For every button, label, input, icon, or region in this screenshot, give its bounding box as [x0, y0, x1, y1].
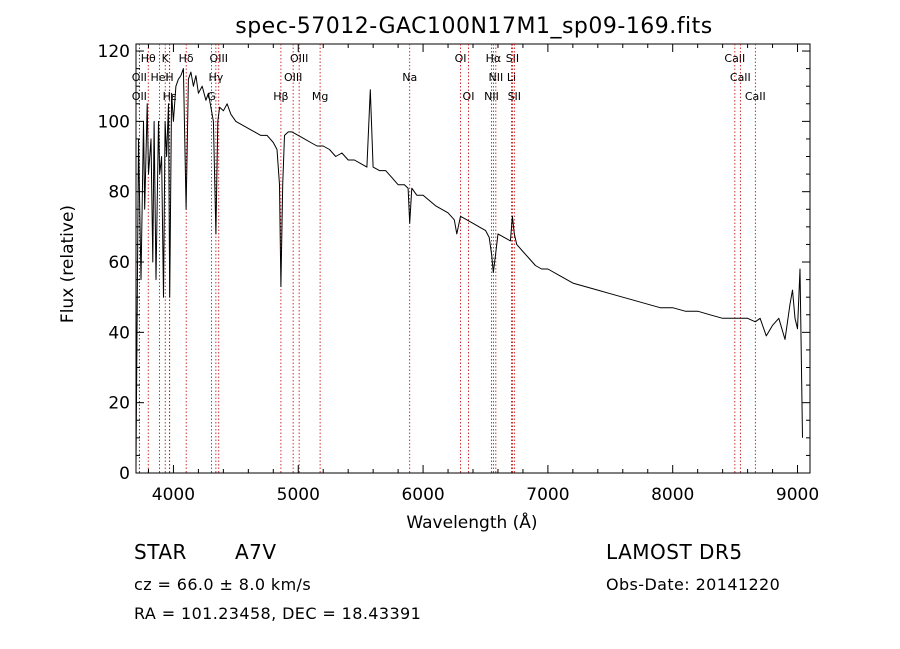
line-label: Hβ	[273, 90, 288, 103]
line-label: NII	[488, 71, 503, 84]
observation-date: Obs-Date: 20141220	[606, 575, 781, 594]
y-tick-label: 80	[108, 183, 130, 203]
line-label: Hθ	[141, 52, 156, 65]
x-tick-label: 4000	[152, 485, 195, 505]
y-tick-label: 0	[119, 464, 130, 484]
line-label: Mg	[312, 90, 328, 103]
line-label: HeI	[150, 71, 168, 84]
y-tick-label: 40	[108, 323, 130, 343]
y-tick-label: 120	[98, 42, 130, 62]
survey-name: LAMOST DR5	[606, 540, 743, 564]
line-label: CaII	[724, 52, 745, 65]
x-tick-label: 8000	[651, 485, 694, 505]
line-label: Li	[507, 71, 516, 84]
x-axis-label: Wavelength (Å)	[406, 511, 537, 533]
line-label: CaII	[730, 71, 751, 84]
line-label: OIII	[290, 52, 308, 65]
line-label: H	[165, 71, 173, 84]
spectrum-line	[135, 68, 803, 467]
y-tick-label: 100	[98, 112, 130, 132]
line-label: SII	[508, 90, 521, 103]
x-tick-label: 7000	[526, 485, 569, 505]
line-label: Hε	[163, 90, 177, 103]
line-label: SII	[506, 52, 519, 65]
line-label: OII	[132, 71, 147, 84]
y-tick-label: 60	[108, 253, 130, 273]
line-label: Hδ	[179, 52, 194, 65]
line-label: OII	[132, 90, 147, 103]
line-label: G	[207, 90, 216, 103]
line-label: OI	[455, 52, 467, 65]
x-tick-label: 5000	[277, 485, 320, 505]
line-label: Hα	[486, 52, 502, 65]
plot-frame	[135, 43, 811, 474]
sky-coordinates: RA = 101.23458, DEC = 18.43391	[134, 604, 422, 623]
redshift-velocity: cz = 66.0 ± 8.0 km/s	[134, 575, 312, 594]
line-label: Hγ	[208, 71, 223, 84]
line-label: CaII	[745, 90, 766, 103]
line-label: Na	[402, 71, 417, 84]
object-class: STAR	[134, 540, 187, 564]
line-label: NII	[484, 90, 499, 103]
y-axis-label: Flux (relative)	[58, 205, 78, 323]
chart-title: spec-57012-GAC100N17M1_sp09-169.fits	[235, 14, 713, 39]
x-tick-label: 6000	[401, 485, 444, 505]
line-label: OI	[463, 90, 475, 103]
line-label: K	[162, 52, 170, 65]
x-tick-label: 9000	[776, 485, 819, 505]
line-label: OIII	[284, 71, 302, 84]
spectral-subclass: A7V	[235, 540, 277, 564]
line-label: OIII	[210, 52, 228, 65]
y-tick-label: 20	[108, 394, 130, 414]
